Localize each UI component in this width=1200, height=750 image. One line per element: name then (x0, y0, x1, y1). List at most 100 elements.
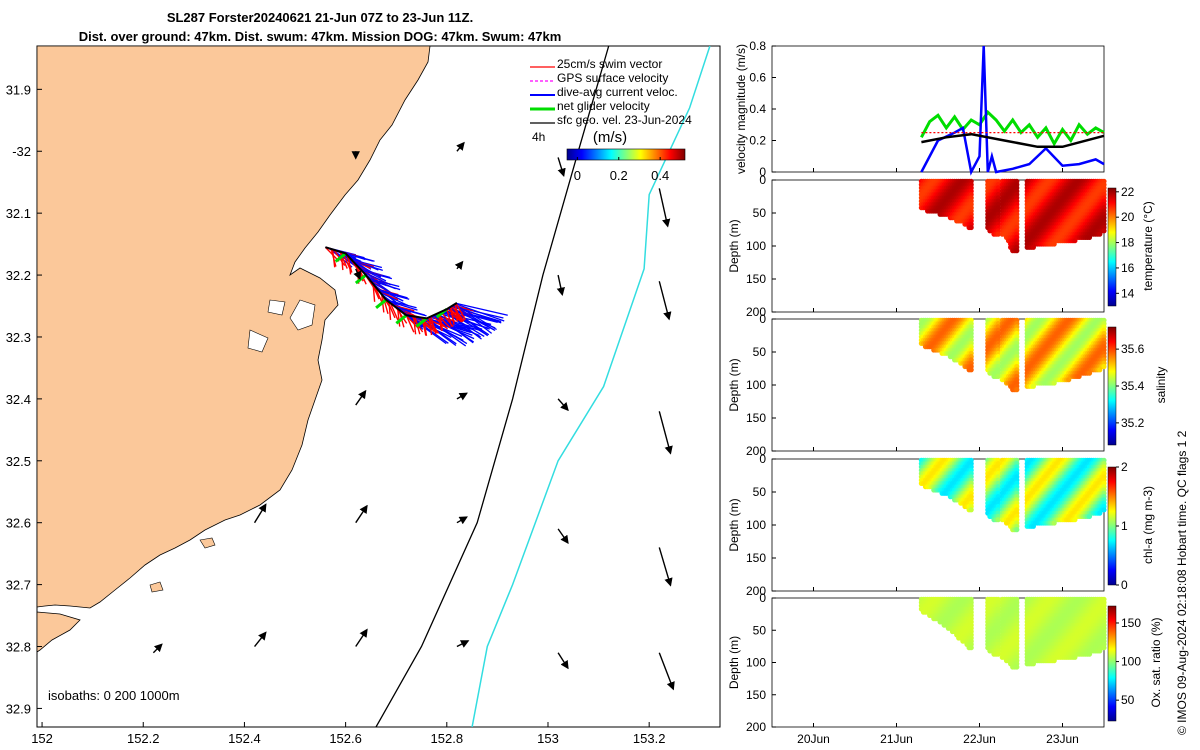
dive-vector (396, 306, 427, 317)
geo-vector-arrow (456, 392, 468, 401)
geo-vector-arrow (355, 504, 368, 524)
swim-vector (455, 303, 466, 321)
colorbar-tick-label: 14 (1121, 286, 1135, 300)
y-tick-label: 100 (746, 239, 766, 253)
net-vector (395, 314, 408, 325)
temperature-colorbar (1107, 187, 1117, 307)
geo-vector-arrow (556, 274, 565, 297)
dive-vector (369, 279, 401, 291)
map-x-tick-label: 152 (31, 731, 53, 746)
colorbar-tick-label: 35.6 (1121, 342, 1145, 356)
legend-dive-label: dive-avg current veloc. (557, 85, 678, 99)
colorbar-tick-label: 16 (1121, 261, 1135, 275)
geo-velocity-line (921, 132, 1105, 149)
y-tick-label: 0 (759, 165, 766, 179)
section-sample (995, 517, 1001, 523)
lake-2 (247, 329, 269, 353)
legend-geo-label: sfc geo. vel. 23-Jun-2024 (557, 113, 692, 127)
swim-vector (357, 267, 367, 285)
y-axis-label: Depth (m) (727, 219, 741, 272)
dive-vector (456, 302, 508, 316)
legend-duration: 4h (532, 130, 545, 144)
geo-velocity-vectors (152, 141, 675, 691)
geo-vector-arrow (557, 652, 569, 670)
legend-gps-label: GPS surface velocity (557, 71, 668, 85)
geo-vector-arrow (353, 268, 362, 280)
section-sample (1014, 664, 1020, 670)
velocity-panel-frame (771, 45, 1105, 173)
colorbar-tick-label: 2 (1121, 460, 1128, 474)
island-1 (199, 537, 216, 549)
geo-vector-arrow (658, 547, 673, 587)
map-legend: 25cm/s swim vector GPS surface velocity … (530, 57, 692, 183)
section-sample (1101, 507, 1107, 513)
dive-velocity-line (920, 45, 1105, 176)
y-tick-label: 150 (746, 272, 766, 286)
map-x-tick-label: 153 (537, 731, 559, 746)
y-tick-label: 0 (759, 173, 766, 187)
geo-vector-arrow (658, 652, 675, 691)
geo-vector-arrow (253, 503, 267, 524)
section-sample (995, 651, 1001, 657)
section-sample (1101, 228, 1107, 234)
dive-vector (454, 303, 497, 331)
geo-vector-arrow (454, 260, 464, 270)
geo-vector-arrow (658, 188, 671, 228)
swim-vector (372, 283, 376, 302)
y-tick-label: 0 (759, 452, 766, 466)
geo-vector-arrow (557, 528, 569, 545)
net-vector (415, 317, 428, 328)
dive-vector (377, 288, 408, 299)
dive-vector (385, 299, 417, 309)
map-y-tick-label: -32 (12, 144, 31, 159)
chart-title-line1: SL287 Forster20240621 21-Jun 07Z to 23-J… (166, 10, 474, 25)
geo-vector-arrow (456, 516, 468, 525)
map-x-tick-label: 152.2 (127, 731, 160, 746)
geo-vector-arrow (658, 281, 672, 321)
coastline-land (37, 46, 431, 653)
island-2 (149, 581, 164, 593)
swim-vector (405, 315, 415, 333)
y-tick-label: 150 (746, 551, 766, 565)
swim-vector (450, 306, 455, 325)
map-y-tick-label: 32.5 (6, 454, 31, 469)
colorbar-tick-label: 1 (1121, 519, 1128, 533)
geo-vector-arrow (658, 411, 673, 455)
y-tick-label: 50 (753, 345, 767, 359)
geo-vector-arrow (254, 631, 267, 647)
lake-3 (267, 299, 286, 316)
map-x-tick-label: 153.2 (633, 731, 666, 746)
speed-colorbar-tick-label: 0.4 (651, 168, 669, 183)
chlorophyll-colorbar-label: chl-a (mg m-3) (1141, 486, 1155, 564)
y-tick-label: 0 (759, 312, 766, 326)
glider-track (325, 246, 458, 320)
y-tick-label: 100 (746, 518, 766, 532)
swim-vector (412, 316, 417, 335)
colorbar-tick-label: 20 (1121, 210, 1135, 224)
colorbar-tick-label: 35.2 (1121, 416, 1145, 430)
y-tick-label: 200 (746, 444, 766, 458)
chlorophyll-colorbar (1107, 466, 1117, 586)
isobath-label: isobaths: 0 200 1000m (48, 688, 180, 703)
swim-vector (430, 316, 437, 335)
y-tick-label: 200 (746, 720, 766, 734)
legend-net-label: net glider velocity (557, 99, 650, 113)
section-sample (968, 645, 974, 651)
temperature-section (918, 178, 1107, 254)
y-tick-label: 200 (746, 584, 766, 598)
net-velocity-line (920, 109, 1105, 147)
chart-title-line2: Dist. over ground: 47km. Dist. swum: 47k… (78, 29, 562, 44)
isobath-1000m (471, 46, 711, 727)
dive-vector (380, 292, 409, 307)
map-y-tick-label: 32.4 (6, 392, 31, 407)
section-sample (995, 373, 1001, 379)
salinity-colorbar (1107, 326, 1117, 446)
swim-vector (393, 304, 415, 312)
swim-vector (446, 308, 453, 327)
y-tick-label: 100 (746, 656, 766, 670)
oxygen_saturation-section (918, 596, 1107, 670)
y-tick-label: 50 (753, 485, 767, 499)
map-y-tick-label: 32.1 (6, 206, 31, 221)
